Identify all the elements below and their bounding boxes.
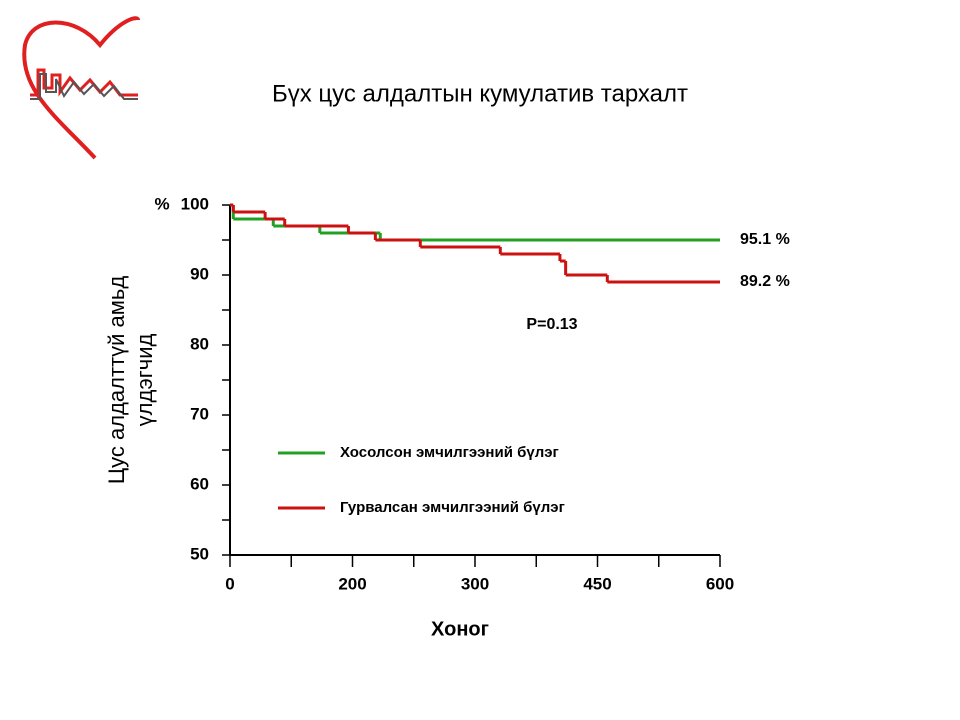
y-axis-label: Цус алдалттүй амьд: [104, 276, 129, 484]
legend-label: Гурвалсан эмчилгээний бүлэг: [340, 499, 565, 516]
logo: [22, 16, 140, 160]
p-value: P=0.13: [526, 316, 577, 333]
legend-label: Хосолсон эмчилгээний бүлэг: [340, 444, 559, 461]
y-axis-label: үлдэгчид: [132, 333, 157, 426]
y-tick-label: 80: [190, 334, 209, 353]
y-tick-label: 90: [190, 264, 209, 283]
x-tick-label: 0: [225, 574, 234, 593]
y-unit: %: [154, 194, 169, 213]
end-label: 95.1 %: [740, 231, 790, 248]
y-tick-label: 100: [181, 194, 209, 213]
x-axis-label: Хоног: [431, 618, 489, 640]
y-tick-label: 70: [190, 404, 209, 423]
x-tick-label: 600: [706, 574, 734, 593]
x-tick-label: 450: [583, 574, 611, 593]
chart-title: Бүх цус алдалтын кумулатив тархалт: [272, 80, 688, 107]
x-tick-label: 200: [338, 574, 366, 593]
y-tick-label: 50: [190, 544, 209, 563]
x-tick-label: 300: [461, 574, 489, 593]
y-tick-label: 60: [190, 474, 209, 493]
end-label: 89.2 %: [740, 273, 790, 290]
